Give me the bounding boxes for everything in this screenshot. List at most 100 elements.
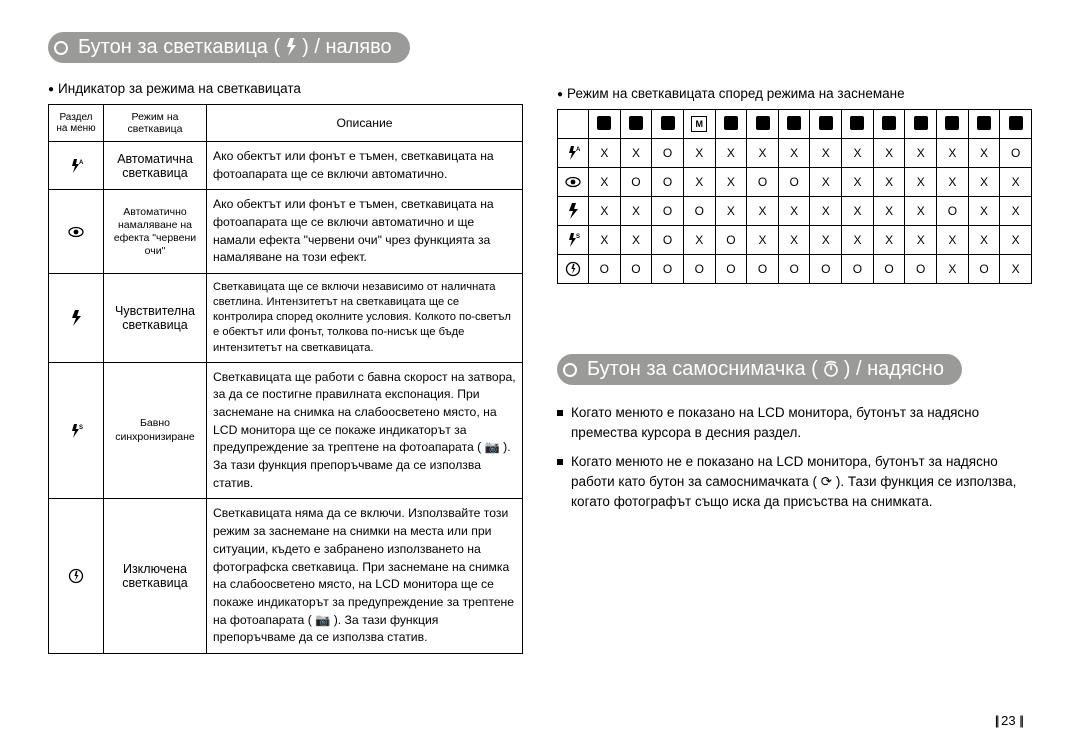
square-bullet-icon [557,459,563,465]
matrix-col-head [1000,110,1032,139]
svg-text:S: S [576,234,580,240]
matrix-row: AXXOXXXXXXXXXXO [558,139,1032,168]
row-desc-cell: Светкавицата няма да се включи. Използва… [207,499,523,654]
flash-table-row: Чувствителна светкавицаСветкавицата ще с… [49,274,523,363]
left-subhead: ●Индикатор за режима на светкавицата [48,81,523,96]
matrix-col-head [810,110,842,139]
matrix-cell: X [968,139,1000,168]
matrix-cell: X [747,197,779,226]
matrix-cell: O [810,255,842,284]
matrix-col-head [905,110,937,139]
page-number: || 23 || [995,713,1022,728]
svg-text:A: A [576,147,581,153]
matrix-row: XXOOXXXXXXXOXX [558,197,1032,226]
col-header-2: Режим на светкавица [104,105,207,142]
matrix-cell: O [715,255,747,284]
matrix-cell: O [937,197,969,226]
timer-icon [822,358,840,381]
matrix-cell: O [683,197,715,226]
svg-text:A: A [79,160,84,166]
matrix-cell: O [968,255,1000,284]
matrix-cell: X [589,197,621,226]
heading-bullet [54,41,68,55]
matrix-cell: X [620,139,652,168]
matrix-cell: X [905,168,937,197]
row-mode-cell: Чувствителна светкавица [104,274,207,363]
matrix-cell: X [905,197,937,226]
matrix-cell: X [715,197,747,226]
matrix-cell: X [810,139,842,168]
svg-text:S: S [79,425,83,431]
matrix-col-head [652,110,684,139]
col-header-1: Раздел на меню [49,105,104,142]
matrix-cell: X [810,168,842,197]
matrix-corner [558,110,589,139]
right-subhead: ●Режим на светкавицата според режима на … [557,86,1032,101]
matrix-cell: O [1000,139,1032,168]
row-mode-cell: Бавно синхронизиране [104,362,207,499]
matrix-cell: O [778,255,810,284]
row-desc-cell: Ако обектът или фонът е тъмен, светкавиц… [207,190,523,274]
bullet-icon: ● [557,89,563,100]
matrix-cell: X [1000,168,1032,197]
bullet-icon: ● [48,84,54,95]
matrix-cell: X [937,226,969,255]
matrix-cell: X [873,168,905,197]
matrix-cell: X [968,197,1000,226]
matrix-cell: O [683,255,715,284]
matrix-row-head: S [558,226,589,255]
matrix-row-head [558,255,589,284]
row-icon-cell [49,499,104,654]
matrix-cell: O [747,255,779,284]
matrix-cell: O [778,168,810,197]
matrix-cell: X [810,226,842,255]
row-desc-cell: Ако обектът или фонът е тъмен, светкавиц… [207,142,523,190]
flash-modes-table: Раздел на меню Режим на светкавица Описа… [48,104,523,654]
row-desc-cell: Светкавицата ще се включи независимо от … [207,274,523,363]
matrix-cell: X [937,139,969,168]
matrix-cell: X [683,168,715,197]
paragraph-item: Когато менюто не е показано на LCD монит… [557,452,1032,513]
matrix-cell: X [778,197,810,226]
matrix-cell: X [842,139,874,168]
matrix-cell: X [589,168,621,197]
matrix-col-head: M [683,110,715,139]
matrix-cell: X [1000,226,1032,255]
matrix-col-head [747,110,779,139]
matrix-cell: X [747,139,779,168]
flash-icon [284,36,298,59]
row-icon-cell [49,190,104,274]
matrix-cell: X [937,168,969,197]
row-mode-cell: Автоматична светкавица [104,142,207,190]
matrix-cell: X [842,197,874,226]
matrix-cell: X [873,226,905,255]
matrix-row: XOOXXOOXXXXXXX [558,168,1032,197]
matrix-col-head [937,110,969,139]
heading2-text-a: Бутон за самоснимачка ( [587,358,818,381]
matrix-cell: O [652,139,684,168]
matrix-cell: X [747,226,779,255]
flash-table-row: A Автоматична светкавицаАко обектът или ф… [49,142,523,190]
matrix-row: OOOOOOOOOOOXOX [558,255,1032,284]
matrix-cell: X [715,168,747,197]
row-icon-cell [49,274,104,363]
matrix-cell: O [652,255,684,284]
row-mode-cell: Автоматично намаляване на ефекта "червен… [104,190,207,274]
matrix-cell: X [842,226,874,255]
square-bullet-icon [557,410,563,416]
matrix-cell: X [589,139,621,168]
col-header-3: Описание [207,105,523,142]
matrix-cell: O [652,226,684,255]
matrix-cell: O [842,255,874,284]
matrix-cell: O [589,255,621,284]
matrix-col-head [873,110,905,139]
heading2-text-b: ) / надясно [844,358,944,381]
paragraph-item: Когато менюто е показано на LCD монитора… [557,403,1032,444]
row-desc-cell: Светкавицата ще работи с бавна скорост н… [207,362,523,499]
matrix-cell: X [1000,255,1032,284]
matrix-cell: X [873,197,905,226]
matrix-cell: X [620,197,652,226]
heading-bullet [563,363,577,377]
matrix-cell: X [905,139,937,168]
matrix-row-head [558,197,589,226]
